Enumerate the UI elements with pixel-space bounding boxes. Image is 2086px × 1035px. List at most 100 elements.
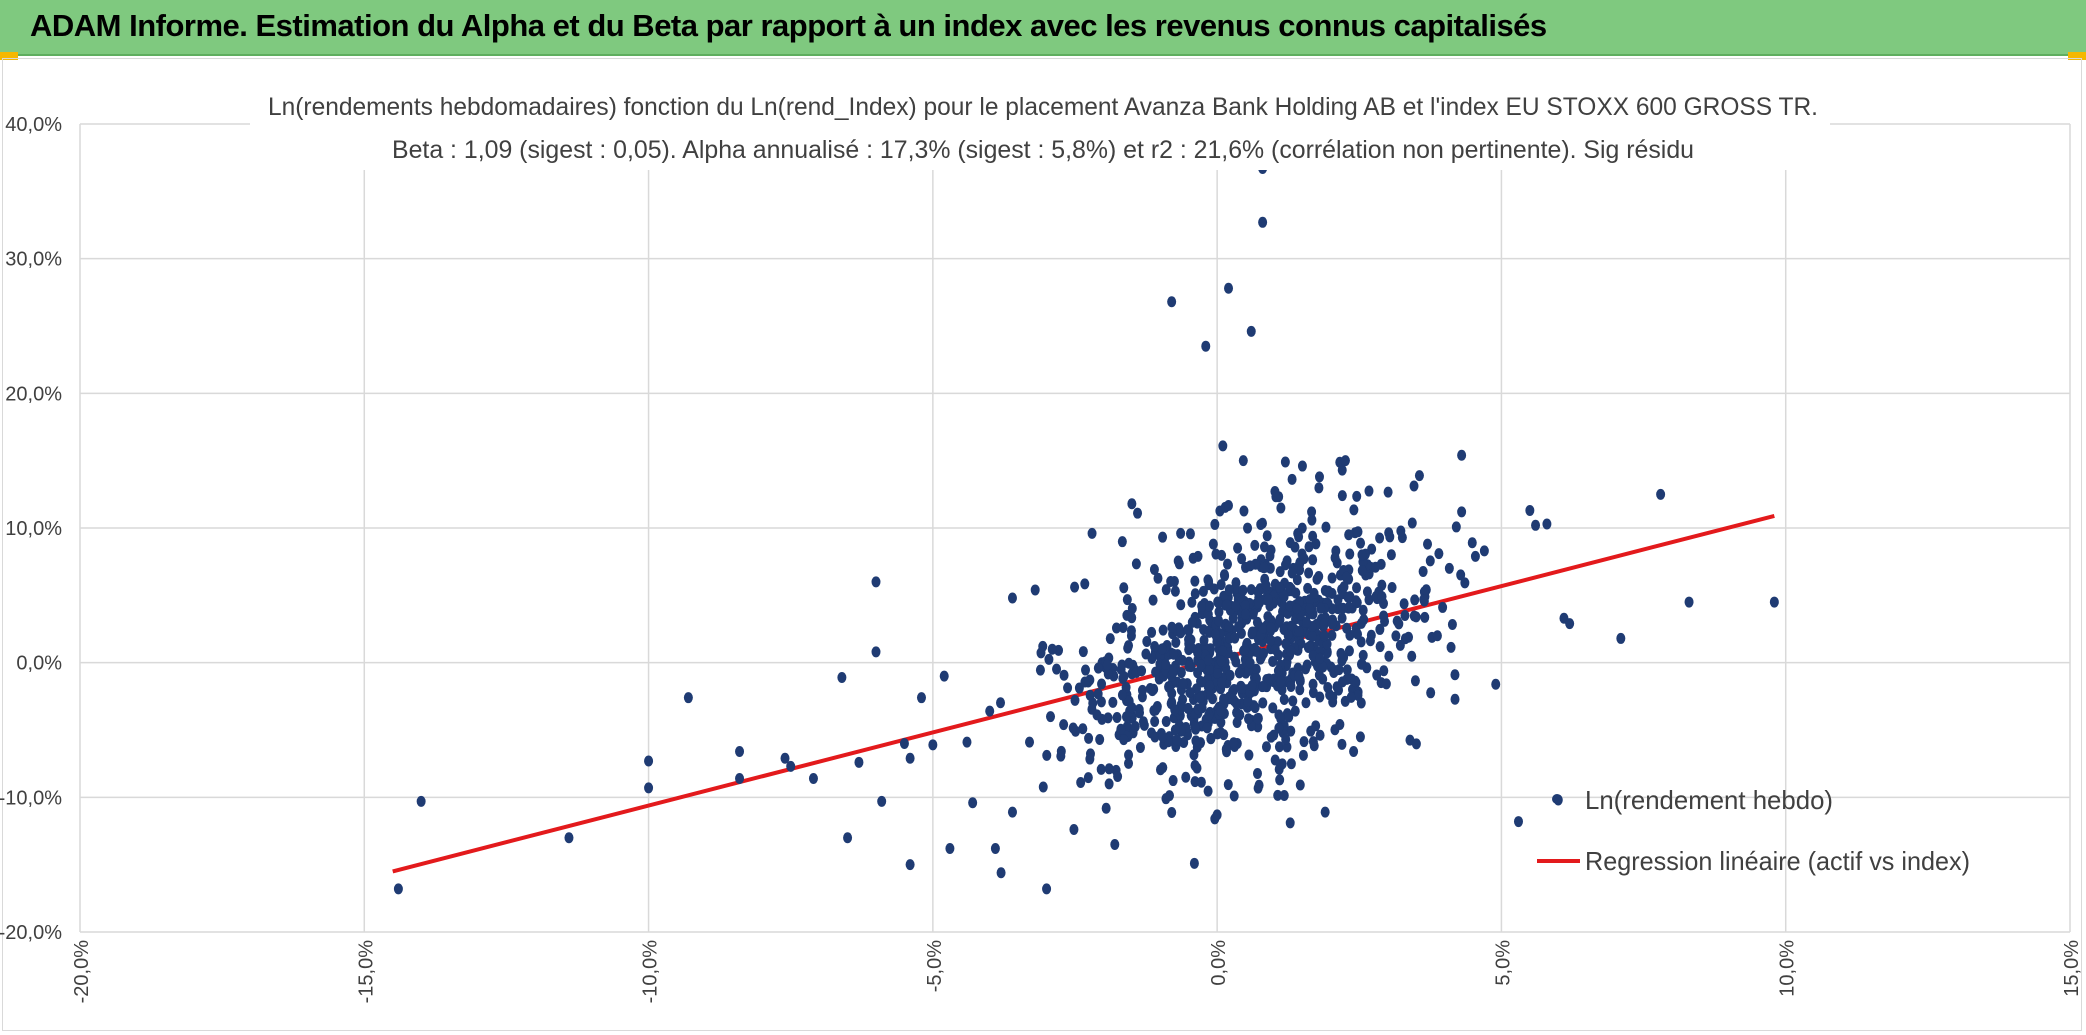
data-point xyxy=(1375,623,1385,635)
data-point xyxy=(1193,647,1203,659)
data-point xyxy=(1275,581,1285,593)
data-point xyxy=(1187,616,1197,628)
data-point xyxy=(1288,695,1298,707)
data-point xyxy=(1372,669,1382,681)
data-point xyxy=(1542,518,1552,530)
data-point xyxy=(1456,569,1466,581)
data-point xyxy=(1281,733,1291,745)
data-point xyxy=(1286,758,1296,770)
data-point xyxy=(1438,601,1448,613)
data-point xyxy=(1396,525,1406,537)
data-point xyxy=(1290,705,1300,717)
data-point xyxy=(1287,473,1297,485)
data-point xyxy=(1426,687,1436,699)
data-point xyxy=(683,692,693,704)
data-point xyxy=(1273,789,1283,801)
data-point xyxy=(416,795,426,807)
data-point xyxy=(1133,507,1143,519)
data-point xyxy=(1190,759,1200,771)
data-point xyxy=(1076,777,1086,789)
data-point xyxy=(1124,749,1134,761)
data-point xyxy=(1247,680,1257,692)
data-point xyxy=(1358,604,1368,616)
data-point xyxy=(1365,635,1375,647)
data-point xyxy=(1258,216,1268,228)
data-point xyxy=(1124,757,1134,769)
data-point xyxy=(1134,707,1144,719)
data-point xyxy=(1283,629,1293,641)
data-point xyxy=(1270,486,1280,498)
data-point xyxy=(1030,584,1040,596)
data-point xyxy=(1450,693,1460,705)
data-point xyxy=(1237,553,1247,565)
data-point xyxy=(1183,702,1193,714)
data-point xyxy=(1263,611,1273,623)
data-point xyxy=(1228,693,1238,705)
data-point xyxy=(1203,785,1213,797)
data-point xyxy=(1250,539,1260,551)
data-point xyxy=(1379,665,1389,677)
data-point xyxy=(1210,518,1220,530)
data-point xyxy=(1275,566,1285,578)
data-point xyxy=(1281,638,1291,650)
data-point xyxy=(1394,618,1404,630)
data-point xyxy=(1294,531,1304,543)
data-point xyxy=(1161,658,1171,670)
data-point xyxy=(1059,719,1069,731)
data-point xyxy=(1170,585,1180,597)
data-point xyxy=(1287,567,1297,579)
data-point xyxy=(1290,541,1300,553)
data-point xyxy=(1178,677,1188,689)
data-point xyxy=(1513,816,1523,828)
data-point xyxy=(1395,639,1405,651)
data-point xyxy=(735,772,745,784)
data-point xyxy=(945,843,955,855)
data-point xyxy=(1266,622,1276,634)
data-point xyxy=(1259,647,1269,659)
data-point xyxy=(1185,686,1195,698)
data-point xyxy=(1211,548,1221,560)
data-point xyxy=(1158,762,1168,774)
data-point xyxy=(1252,616,1262,628)
data-point xyxy=(1342,622,1352,634)
data-point xyxy=(1063,682,1073,694)
data-point xyxy=(1423,538,1433,550)
y-tick-label: 10,0% xyxy=(5,518,62,540)
data-point xyxy=(1304,567,1314,579)
data-point xyxy=(1070,581,1080,593)
data-point xyxy=(1386,549,1396,561)
data-point xyxy=(1254,779,1264,791)
data-point xyxy=(1305,603,1315,615)
data-point xyxy=(1221,743,1231,755)
data-point xyxy=(968,797,978,809)
data-point xyxy=(1203,654,1213,666)
data-point xyxy=(1170,724,1180,736)
data-point xyxy=(1302,659,1312,671)
data-point xyxy=(1299,736,1309,748)
data-point xyxy=(1214,606,1224,618)
data-point xyxy=(1231,600,1241,612)
data-point xyxy=(1334,664,1344,676)
data-point xyxy=(1425,555,1435,567)
data-point xyxy=(871,576,881,588)
data-point xyxy=(1297,460,1307,472)
data-point xyxy=(1196,776,1206,788)
data-point xyxy=(1201,340,1211,352)
data-point xyxy=(1286,680,1296,692)
data-point xyxy=(1769,596,1779,608)
data-point xyxy=(1341,571,1351,583)
data-point xyxy=(786,760,796,772)
data-point xyxy=(1262,530,1272,542)
y-tick-label: 30,0% xyxy=(5,249,62,271)
data-point xyxy=(1219,693,1229,705)
data-point xyxy=(1044,653,1054,665)
data-point xyxy=(1357,658,1367,670)
data-point xyxy=(1322,638,1332,650)
data-point xyxy=(1047,643,1057,655)
data-point xyxy=(393,883,403,895)
data-point xyxy=(1190,575,1200,587)
data-point xyxy=(1234,667,1244,679)
data-point xyxy=(1399,598,1409,610)
data-point xyxy=(1126,630,1136,642)
data-point xyxy=(1256,518,1266,530)
